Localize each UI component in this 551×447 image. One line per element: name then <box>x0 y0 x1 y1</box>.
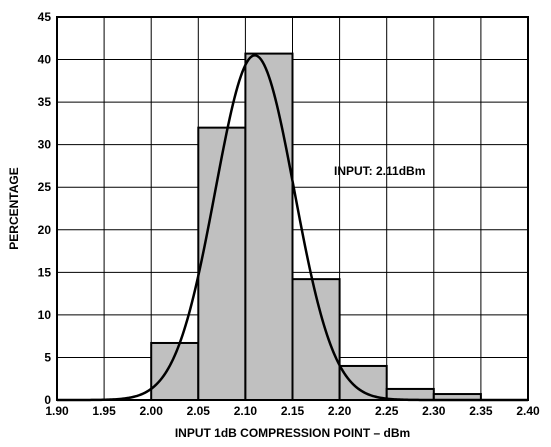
y-tick-label: 10 <box>38 308 52 322</box>
x-tick-label: 1.95 <box>92 404 116 418</box>
x-tick-label: 2.25 <box>375 404 399 418</box>
x-tick-label: 2.10 <box>234 404 258 418</box>
x-tick-label: 2.30 <box>422 404 446 418</box>
y-tick-label: 20 <box>38 223 52 237</box>
histogram-bar <box>244 52 294 401</box>
plot-frame <box>56 16 529 401</box>
mean-annotation: INPUT: 2.11dBm <box>334 164 425 178</box>
y-tick-label: 30 <box>38 138 52 152</box>
x-tick-label: 2.40 <box>516 404 540 418</box>
x-tick-label: 2.20 <box>328 404 352 418</box>
x-tick-label: 2.00 <box>140 404 164 418</box>
x-tick-label: 1.90 <box>45 404 69 418</box>
x-axis-title: INPUT 1dB COMPRESSION POINT – dBm <box>175 426 410 440</box>
x-tick-label: 2.35 <box>469 404 493 418</box>
x-axis-ticks: 1.90 1.95 2.00 2.05 2.10 2.15 2.20 2.25 2.30 2.35… <box>45 404 540 418</box>
histogram-bar <box>197 126 247 402</box>
histogram-bars <box>150 52 482 402</box>
x-tick-label: 2.05 <box>187 404 211 418</box>
x-tick-label: 2.15 <box>281 404 305 418</box>
y-axis-ticks: 0 5 10 15 20 25 30 35 40 45 <box>38 10 52 407</box>
histogram-bar <box>150 341 200 401</box>
y-axis-title: PERCENTAGE <box>7 167 21 249</box>
y-tick-label: 25 <box>38 180 52 194</box>
y-tick-label: 45 <box>38 10 52 24</box>
y-tick-label: 5 <box>44 350 51 364</box>
histogram-bar <box>291 278 341 401</box>
y-tick-label: 0 <box>44 393 51 407</box>
histogram-bar <box>338 364 388 402</box>
y-tick-label: 35 <box>38 95 52 109</box>
y-tick-label: 15 <box>38 265 52 279</box>
y-tick-label: 40 <box>38 53 52 67</box>
